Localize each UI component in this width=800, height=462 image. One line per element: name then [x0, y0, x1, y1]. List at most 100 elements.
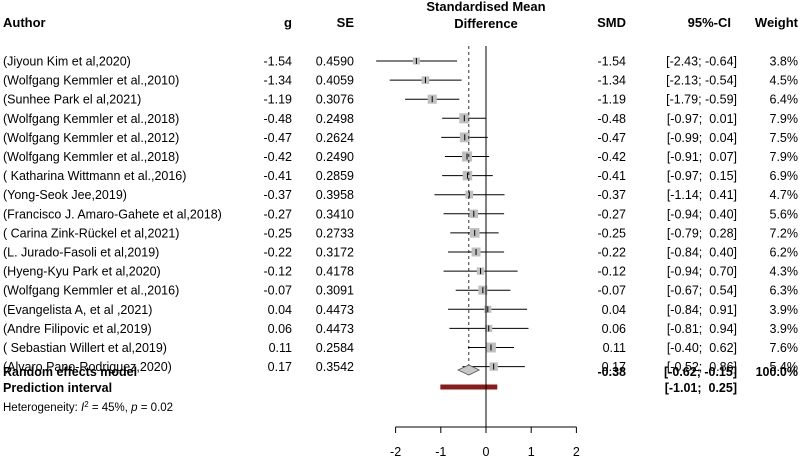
study-ci: [-1.79; -0.59]	[666, 93, 737, 107]
study-g: -0.48	[264, 112, 293, 126]
study-weight: 6.3%	[770, 284, 799, 298]
study-weight: 3.9%	[770, 303, 799, 317]
heterogeneity-text: Heterogeneity: I2 = 45%, p = 0.02	[3, 400, 173, 415]
study-weight: 6.2%	[770, 246, 799, 260]
x-axis-tick-label: 0	[483, 445, 490, 459]
i2-superscript: 2	[84, 400, 89, 409]
summary-smd: -0.38	[598, 365, 627, 379]
study-row: (Wolfgang Kemmler et al.,2018) -0.48 0.249…	[3, 112, 798, 126]
study-smd: -1.34	[598, 74, 627, 88]
study-weight: 6.4%	[770, 93, 799, 107]
study-row: (L. Jurado-Fasoli et al,2019) -0.22 0.3172…	[3, 246, 798, 260]
x-axis-tick-label: -1	[435, 445, 446, 459]
header-ci: 95%-CI	[688, 15, 731, 30]
study-author: (Evangelista A, et al ,2021)	[3, 303, 152, 317]
study-g: 0.17	[268, 360, 292, 374]
study-smd: 0.11	[603, 341, 626, 355]
study-author: (Wolfgang Kemmler et al.,2012)	[3, 131, 179, 145]
header-g: g	[284, 15, 292, 30]
header-author: Author	[3, 15, 46, 30]
study-weight: 4.5%	[770, 74, 799, 88]
study-se: 0.2584	[316, 341, 354, 355]
study-g: -0.42	[264, 150, 293, 164]
study-smd: -0.41	[598, 169, 627, 183]
study-se: 0.4473	[316, 322, 354, 336]
study-se: 0.4590	[316, 55, 354, 69]
study-row: (Alvaro Pano-Rodriguez,2020) 0.17 0.3542 0.…	[3, 360, 798, 374]
summary-diamond	[457, 364, 481, 376]
study-row: ( Carina Zink-Rückel et al,2021) -0.25 0.2…	[3, 226, 798, 240]
p-value: = 0.02	[138, 402, 174, 414]
x-axis: -2 -1 0 1 2	[390, 426, 580, 459]
study-author: (Sunhee Park el al,2021)	[3, 93, 141, 107]
study-ci: [-0.81; 0.94]	[667, 322, 737, 336]
study-ci: [-2.43; -0.64]	[666, 55, 737, 69]
study-row: ( Katharina Wittmann et al.,2016) -0.41 0.…	[3, 169, 798, 183]
study-g: -1.54	[264, 55, 293, 69]
heterogeneity-prefix: Heterogeneity:	[3, 402, 81, 414]
study-ci: [-0.99; 0.04]	[667, 131, 737, 145]
study-se: 0.4059	[316, 74, 354, 88]
study-se: 0.4178	[316, 265, 354, 279]
study-g: 0.04	[268, 303, 292, 317]
prediction-ci: [-1.01; 0.25]	[665, 381, 737, 395]
study-se: 0.3172	[316, 246, 354, 260]
study-row: (Sunhee Park el al,2021) -1.19 0.3076 -1.19…	[3, 93, 798, 107]
study-smd: 0.06	[602, 322, 626, 336]
study-weight: 3.8%	[770, 55, 799, 69]
study-smd: -0.22	[598, 246, 627, 260]
prediction-interval-bar	[440, 384, 498, 390]
study-smd: -0.07	[598, 284, 627, 298]
study-ci: [-0.97; 0.01]	[667, 112, 737, 126]
study-smd: -0.48	[598, 112, 627, 126]
study-weight: 7.6%	[770, 341, 799, 355]
study-ci: [-0.91; 0.07]	[667, 150, 737, 164]
study-row: (Wolfgang Kemmler et al.,2010) -1.34 0.405…	[3, 74, 798, 88]
study-row: (Francisco J. Amaro-Gahete et al,2018) -0…	[3, 207, 798, 221]
study-smd: -0.27	[598, 207, 627, 221]
study-g: -0.25	[264, 226, 293, 240]
study-row: ( Sebastian Willert et al,2019) 0.11 0.258…	[3, 341, 798, 355]
study-g: -1.34	[264, 74, 293, 88]
study-ci: [-1.14; 0.41]	[667, 188, 737, 202]
summary-label: Random effects model	[3, 365, 137, 379]
study-author: (Wolfgang Kemmler et al.,2018)	[3, 112, 179, 126]
study-g: 0.11	[269, 341, 292, 355]
study-ci: [-0.52; 0.86]	[667, 360, 737, 374]
study-se: 0.3076	[316, 93, 354, 107]
study-ci: [-2.13; -0.54]	[666, 74, 737, 88]
study-smd: -0.42	[598, 150, 627, 164]
study-author: ( Sebastian Willert et al,2019)	[3, 341, 167, 355]
study-se: 0.2859	[316, 169, 354, 183]
study-author: (Wolfgang Kemmler et al.,2016)	[3, 284, 179, 298]
prediction-label: Prediction interval	[3, 381, 112, 395]
study-ci: [-0.97; 0.15]	[667, 169, 737, 183]
study-row: (Wolfgang Kemmler et al.,2016) -0.07 0.309…	[3, 284, 798, 298]
x-axis-tick-label: 2	[573, 445, 580, 459]
study-author: (L. Jurado-Fasoli et al,2019)	[3, 246, 159, 260]
study-g: -0.37	[264, 188, 293, 202]
study-smd: -0.12	[598, 265, 627, 279]
study-smd: 0.04	[602, 303, 626, 317]
study-weight: 7.9%	[770, 112, 799, 126]
study-g: -0.12	[264, 265, 293, 279]
study-ci: [-0.67; 0.54]	[667, 284, 737, 298]
study-weight: 7.2%	[770, 226, 799, 240]
study-g: -0.41	[264, 169, 293, 183]
study-weight: 4.3%	[770, 265, 799, 279]
study-se: 0.2733	[316, 226, 354, 240]
study-weight: 7.9%	[770, 150, 799, 164]
study-smd: -0.47	[598, 131, 627, 145]
study-se: 0.4473	[316, 303, 354, 317]
study-author: ( Carina Zink-Rückel et al,2021)	[3, 226, 179, 240]
study-ci: [-0.40; 0.62]	[667, 341, 737, 355]
study-row: (Evangelista A, et al ,2021) 0.04 0.4473 0.…	[3, 303, 798, 317]
study-ci: [-0.94; 0.70]	[667, 265, 737, 279]
study-author: (Wolfgang Kemmler et al.,2018)	[3, 150, 179, 164]
study-g: -0.47	[264, 131, 293, 145]
study-se: 0.2490	[316, 150, 354, 164]
study-g: -0.22	[264, 246, 293, 260]
study-weight: 5.4%	[770, 360, 799, 374]
x-axis-tick-label: 1	[528, 445, 535, 459]
